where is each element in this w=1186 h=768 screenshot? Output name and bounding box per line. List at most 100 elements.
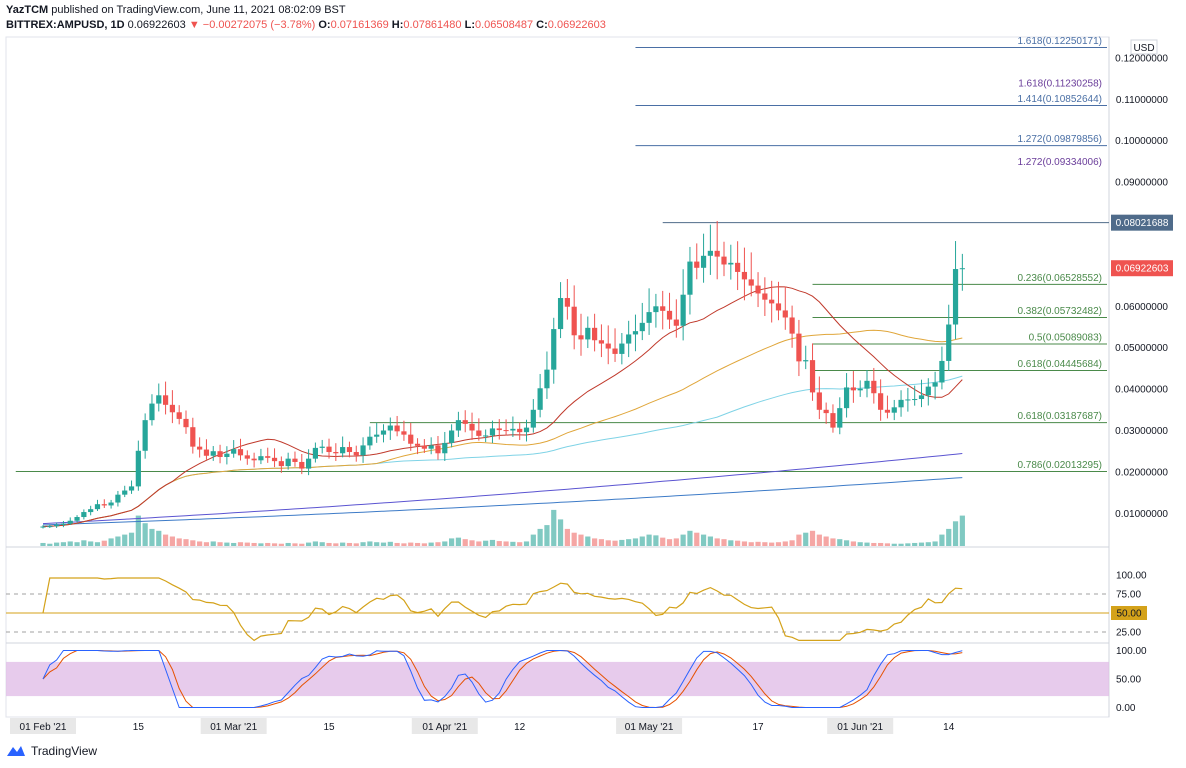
fib-value: (0.06528552) (1043, 273, 1103, 284)
candle-body (224, 453, 230, 457)
fib-value: (0.12250171) (1043, 36, 1103, 47)
candle-body (67, 520, 73, 524)
candle-body (878, 393, 884, 410)
volume-bar (687, 530, 693, 546)
volume-bar (169, 536, 175, 546)
volume-bar (803, 532, 809, 546)
volume-bar (564, 528, 570, 546)
volume-bar (796, 534, 802, 546)
volume-bar (81, 540, 87, 546)
volume-bar (183, 539, 189, 546)
volume-bar (912, 542, 918, 546)
volume-bar (271, 543, 278, 546)
candles (40, 221, 965, 529)
volume-bar (489, 539, 496, 546)
volume-bar (258, 543, 264, 546)
candle-body (251, 458, 257, 461)
volume-bar (632, 538, 639, 546)
candle-body (203, 449, 210, 456)
volume-bar (551, 509, 557, 546)
candle-body (557, 298, 564, 330)
candle-body (905, 399, 911, 401)
volume-bar (387, 541, 393, 546)
fib-ratio: 1.618 (1017, 36, 1042, 47)
volume-bar (469, 540, 475, 546)
candle-body (796, 333, 802, 362)
volume-bar (952, 521, 959, 546)
volume-bar (54, 542, 60, 546)
volume-bar (326, 542, 332, 546)
candle-body (721, 256, 727, 265)
price-tick-label: 0.05000000 (1115, 343, 1168, 354)
candle-body (380, 430, 387, 435)
volume-bar (673, 538, 679, 546)
price-chart[interactable]: USD 1.618(0.12250171)1.618(0.11230258)1.… (0, 0, 1186, 744)
candle-body (612, 348, 618, 354)
volume-bar (285, 542, 291, 546)
candle-body (231, 449, 237, 454)
fib-levels: 1.618(0.12250171)1.618(0.11230258)1.414(… (15, 36, 1109, 472)
fib-ratio: 1.272 (1017, 157, 1042, 168)
candle-body (333, 452, 339, 454)
volume-bar (537, 528, 543, 546)
rsi-line (42, 577, 963, 642)
candle-body (639, 322, 645, 332)
time-tick-label: 01 Apr '21 (422, 722, 467, 733)
candle-body (414, 443, 421, 446)
tradingview-brand[interactable]: TradingView (31, 744, 98, 758)
symbol-label[interactable]: BITTREX:AMPUSD, 1D (6, 19, 125, 31)
stoch-band (6, 661, 1109, 697)
fib-level-label: 1.414(0.10852644) (1017, 94, 1102, 105)
stoch-rsi-pane: 100.00 50.00 0.00 (6, 646, 1147, 714)
candle-body (864, 380, 870, 389)
tradingview-logo-icon (7, 746, 25, 756)
time-tick-label: 01 Mar '21 (210, 722, 257, 733)
candle-body (476, 430, 482, 436)
footer: TradingView (6, 744, 97, 758)
volume-bar (244, 542, 250, 546)
author-name[interactable]: YazTCM (6, 4, 49, 16)
time-tick-label: 15 (133, 722, 145, 733)
fib-value: (0.04445684) (1043, 359, 1103, 370)
volume-bar (557, 519, 564, 546)
volume-bar (905, 543, 911, 546)
volume-bar (592, 538, 598, 546)
volume-bar (142, 523, 148, 546)
volume-bar (598, 539, 605, 546)
high-value: 0.07861480 (403, 19, 462, 31)
candle-body (898, 399, 904, 408)
volume-bar (210, 541, 216, 546)
ma-line-200 (42, 453, 963, 525)
volume-bar (476, 541, 482, 546)
fib-value: (0.05732482) (1043, 306, 1103, 317)
candle-body (156, 395, 162, 404)
price-labels: 0.08021688 0.06922603 (1111, 214, 1173, 277)
candle-body (265, 456, 271, 458)
volume-bar (122, 534, 128, 546)
chart-header: YazTCM published on TradingView.com, Jun… (6, 3, 606, 33)
volume-bar (108, 538, 114, 546)
volume-bar (88, 541, 94, 546)
last-price-label: 0.06922603 (1116, 264, 1169, 275)
candle-body (912, 399, 918, 401)
volume-bar (67, 541, 73, 546)
volume-bar (571, 532, 577, 546)
volume-bar (74, 542, 80, 546)
volume-bar (115, 536, 121, 546)
candle-body (489, 428, 496, 436)
volume-bar (830, 538, 836, 546)
volume-bar (782, 541, 788, 546)
fib-ratio: 0.5 (1029, 332, 1043, 343)
fib-value: (0.10852644) (1043, 94, 1103, 105)
close-label: C: (536, 19, 548, 31)
fib-level-label: 1.272(0.09334006) (1017, 157, 1102, 168)
candle-body (803, 360, 809, 362)
volume-bar (878, 542, 884, 546)
volume-bar (346, 542, 353, 546)
price-tick-label: 0.02000000 (1115, 467, 1168, 478)
candle-body (312, 447, 318, 459)
candle-body (292, 458, 298, 462)
candle-body (687, 261, 693, 295)
volume-bar (394, 542, 400, 546)
volume-bar (197, 541, 203, 546)
